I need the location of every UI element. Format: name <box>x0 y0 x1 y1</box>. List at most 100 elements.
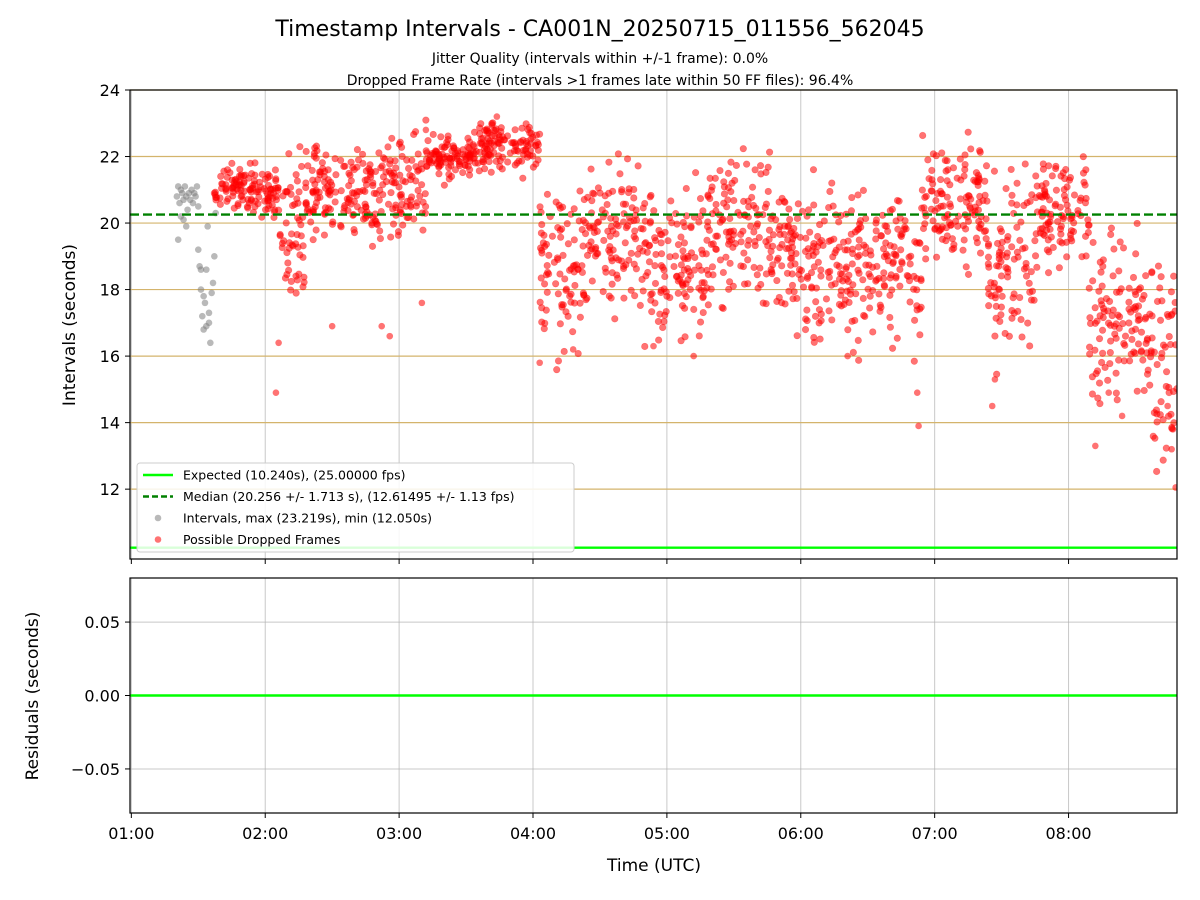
dropped-frame-point <box>939 202 948 210</box>
dropped-frame-point <box>1153 467 1161 476</box>
dropped-frame-point <box>1091 346 1099 354</box>
dropped-frame-point <box>848 317 856 325</box>
dropped-frame-point <box>1089 277 1097 285</box>
dropped-frame-point <box>217 172 225 180</box>
dropped-frame-point <box>920 204 928 212</box>
dropped-frame-point <box>756 162 765 170</box>
dropped-frame-point <box>1112 288 1121 296</box>
dropped-frame-point <box>292 171 300 179</box>
dropped-frame-point <box>928 166 936 175</box>
dropped-frame-point <box>1008 191 1016 199</box>
dropped-frame-point <box>571 281 579 290</box>
dropped-frame-point <box>1115 313 1124 321</box>
dropped-frame-point <box>632 206 640 214</box>
dropped-frame-point <box>368 219 376 227</box>
dropped-frame-point <box>984 260 992 268</box>
dropped-frame-point <box>810 201 818 209</box>
dropped-frame-point <box>234 186 242 195</box>
dropped-frame-point <box>656 230 665 238</box>
dropped-frame-point <box>538 318 546 326</box>
dropped-frame-point <box>773 276 781 285</box>
dropped-frame-point <box>320 231 329 239</box>
dropped-frame-point <box>759 299 767 307</box>
dropped-frame-point <box>1133 387 1141 395</box>
dropped-frame-point <box>545 251 553 259</box>
dropped-frame-point <box>980 227 989 236</box>
dropped-frame-point <box>631 292 639 300</box>
dropped-frame-point <box>705 226 713 234</box>
dropped-frame-point <box>1156 411 1164 419</box>
dropped-frame-point <box>1005 332 1013 340</box>
dropped-frame-point <box>936 175 945 184</box>
dropped-frame-point <box>950 244 958 252</box>
dropped-frame-point <box>849 249 857 258</box>
dropped-frame-point <box>1107 230 1115 239</box>
dropped-frame-point <box>538 220 546 229</box>
residuals-plot: −0.05 0.00 0.05 01:00 02:00 03:00 04:00 05:00 06… <box>71 577 1178 843</box>
dropped-frame-point <box>1016 236 1024 244</box>
dropped-frame-point <box>1167 288 1175 296</box>
dropped-frame-point <box>699 308 707 317</box>
dropped-frame-point <box>810 263 818 271</box>
dropped-frame-point <box>440 181 448 189</box>
interval-point <box>181 183 189 190</box>
dropped-frame-point <box>814 258 822 266</box>
dropped-frame-point <box>769 261 777 269</box>
dropped-frame-point <box>309 236 317 244</box>
dropped-frame-point <box>859 186 868 195</box>
dropped-frame-point <box>817 266 825 274</box>
dropped-frame-point <box>1170 419 1177 427</box>
dropped-frame-point <box>608 280 616 288</box>
dropped-frame-point <box>890 250 898 258</box>
dropped-frame-point <box>801 247 810 256</box>
dropped-frame-point <box>1121 332 1130 340</box>
dropped-frame-point <box>220 167 228 175</box>
dropped-frame-point <box>791 260 799 268</box>
dropped-frame-point <box>496 157 504 165</box>
dropped-frame-point <box>697 286 705 294</box>
dropped-frame-point <box>414 150 422 158</box>
dropped-frame-point <box>702 250 710 258</box>
dropped-frame-point <box>1116 238 1124 246</box>
dropped-frame-point <box>480 145 489 153</box>
dropped-frame-point <box>1140 291 1148 300</box>
dropped-frame-point <box>513 146 521 155</box>
dropped-frame-point <box>875 290 883 298</box>
dropped-frame-point <box>498 144 506 152</box>
dropped-frame-point <box>293 231 301 239</box>
dropped-frame-point <box>982 215 990 223</box>
dropped-frame-point <box>753 222 761 230</box>
dropped-frame-point <box>1104 376 1112 384</box>
dropped-frame-point <box>1091 304 1099 312</box>
dropped-frame-point <box>421 190 429 198</box>
dropped-frame-point <box>975 217 983 225</box>
dropped-frame-point <box>802 315 810 323</box>
dropped-frame-point <box>872 219 880 227</box>
dropped-frame-point <box>563 220 571 228</box>
dropped-frame-point <box>554 255 562 264</box>
dropped-frame-point <box>678 279 686 287</box>
dropped-frame-point <box>756 264 764 272</box>
dropped-frame-point <box>716 256 725 264</box>
dropped-frame-point <box>936 187 945 195</box>
dropped-frame-point <box>872 227 880 235</box>
dropped-frame-point <box>394 231 402 239</box>
dropped-frame-point <box>626 217 635 225</box>
dropped-frame-point <box>762 270 770 278</box>
dropped-frame-point <box>1070 191 1079 199</box>
dropped-frame-point <box>588 277 596 285</box>
dropped-frame-point <box>264 205 272 213</box>
dropped-frame-point <box>747 222 755 230</box>
dropped-frame-point <box>1097 297 1105 305</box>
dropped-frame-point <box>884 227 892 235</box>
dropped-frame-point <box>1106 348 1114 357</box>
dropped-frame-point <box>361 187 369 196</box>
dropped-frame-point <box>422 126 430 134</box>
dropped-frame-point <box>272 389 280 396</box>
dropped-frame-point <box>1156 316 1165 324</box>
dropped-frame-point <box>630 194 638 202</box>
dropped-frame-point <box>1143 336 1151 344</box>
dropped-frame-point <box>896 282 904 290</box>
dropped-frame-point <box>682 184 690 193</box>
dropped-frame-point <box>614 150 622 158</box>
